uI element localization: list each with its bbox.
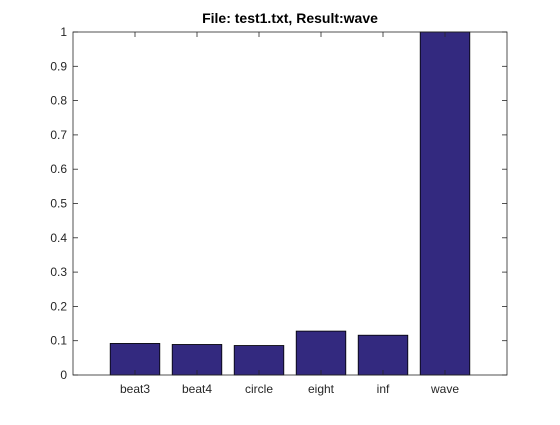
y-tick-label: 0.2 [50,299,67,313]
y-tick-label: 0.5 [50,197,67,211]
x-tick-label-wave: wave [430,382,459,396]
bar-wave [419,31,471,376]
y-tick-label: 0.8 [50,94,67,108]
x-tick-label-eight: eight [308,382,335,396]
y-tick-label: 0.9 [50,59,67,73]
x-tick-label-circle: circle [245,382,273,396]
chart-title: File: test1.txt, Result:wave [202,10,378,26]
bar-beat4 [171,344,223,376]
bars-group [109,31,471,376]
bar-eight [295,330,347,376]
y-tick-label: 0.6 [50,162,67,176]
x-ticks-group: beat3 beat4 circle eight inf wave [120,32,459,396]
y-tick-label: 0.1 [50,334,67,348]
y-tick-label: 0 [60,368,67,382]
bar-inf [357,334,409,376]
y-tick-label: 1 [60,25,67,39]
x-tick-label-beat3: beat3 [120,382,150,396]
y-ticks-group: 0 0.1 0.2 0.3 0.4 0.5 0.6 0.7 0.8 0.9 1 [50,25,507,382]
x-tick-label-beat4: beat4 [182,382,212,396]
y-tick-label: 0.3 [50,265,67,279]
y-tick-label: 0.7 [50,128,67,142]
bar-circle [233,345,285,376]
bar-beat3 [109,343,161,376]
y-tick-label: 0.4 [50,231,67,245]
x-tick-label-inf: inf [377,382,390,396]
